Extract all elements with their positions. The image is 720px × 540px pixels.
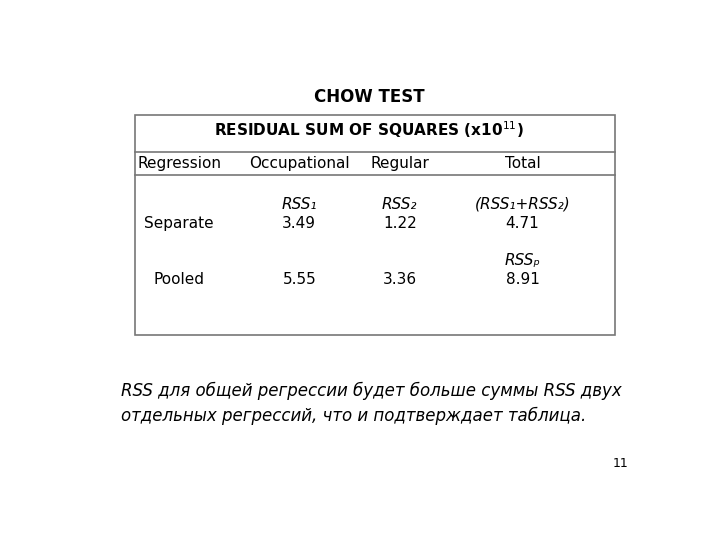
Text: RSS для общей регрессии будет больше суммы RSS двух: RSS для общей регрессии будет больше сум…	[121, 382, 621, 400]
Text: Pooled: Pooled	[154, 272, 204, 287]
Text: 1.22: 1.22	[383, 216, 417, 231]
Text: RESIDUAL SUM OF SQUARES (x10$^{11}$): RESIDUAL SUM OF SQUARES (x10$^{11}$)	[214, 119, 524, 140]
Text: 3.49: 3.49	[282, 216, 316, 231]
FancyBboxPatch shape	[135, 114, 615, 335]
Text: Total: Total	[505, 156, 540, 171]
Text: 5.55: 5.55	[282, 272, 316, 287]
Text: Regression: Regression	[138, 156, 221, 171]
Text: RSS₁: RSS₁	[282, 197, 317, 212]
Text: 8.91: 8.91	[505, 272, 539, 287]
Text: 11: 11	[613, 457, 629, 470]
Text: отдельных регрессий, что и подтверждает таблица.: отдельных регрессий, что и подтверждает …	[121, 407, 586, 426]
Text: CHOW TEST: CHOW TEST	[314, 87, 424, 106]
Text: Regular: Regular	[370, 156, 429, 171]
Text: (RSS₁+RSS₂): (RSS₁+RSS₂)	[474, 197, 570, 212]
Text: RSS₂: RSS₂	[382, 197, 418, 212]
Text: Separate: Separate	[145, 216, 214, 231]
Text: Occupational: Occupational	[249, 156, 350, 171]
Text: RSSₚ: RSSₚ	[505, 253, 541, 268]
Text: 4.71: 4.71	[505, 216, 539, 231]
Text: 3.36: 3.36	[382, 272, 417, 287]
